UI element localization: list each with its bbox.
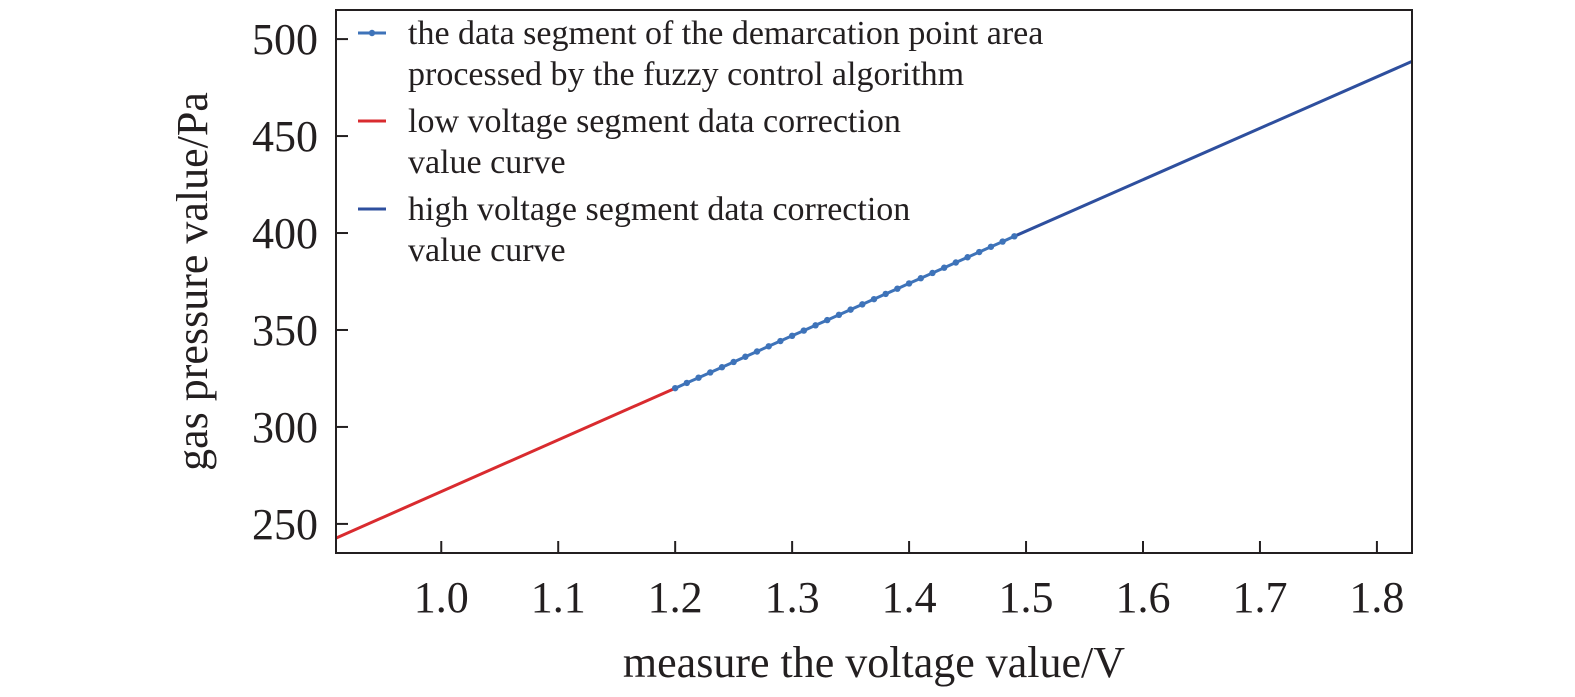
x-tick-label: 1.2	[648, 573, 703, 622]
data-point	[683, 379, 691, 387]
legend-label: high voltage segment data correction	[408, 191, 910, 228]
plot-frame	[335, 9, 1413, 554]
legend-label: value curve	[408, 144, 566, 181]
x-tick-label: 1.5	[999, 573, 1054, 622]
y-tick-label: 350	[252, 306, 318, 355]
legend-label: processed by the fuzzy control algorithm	[408, 56, 964, 93]
series-line	[335, 386, 676, 540]
legend-label: low voltage segment data correction	[408, 103, 901, 140]
data-point	[882, 290, 889, 298]
data-point	[976, 248, 983, 256]
legend-marker	[368, 29, 376, 37]
data-point	[952, 259, 960, 266]
x-tick-label: 1.0	[414, 573, 469, 622]
legend-label: value curve	[408, 232, 566, 269]
data-point	[835, 311, 843, 319]
y-tick-label: 250	[252, 500, 318, 549]
data-point	[1011, 233, 1018, 240]
data-point	[859, 301, 866, 308]
data-point	[812, 322, 819, 329]
x-tick-label: 1.7	[1232, 573, 1287, 622]
series-line	[674, 234, 1015, 390]
y-axis-label: gas pressure value/Pa	[168, 92, 217, 471]
data-point	[765, 343, 772, 350]
data-point	[870, 295, 878, 303]
data-point	[824, 316, 831, 324]
data-point	[753, 348, 761, 355]
y-tick-label: 450	[252, 112, 318, 161]
data-point	[742, 353, 749, 360]
y-tick-label: 500	[252, 15, 318, 64]
data-point	[718, 364, 726, 371]
data-point	[905, 280, 913, 287]
data-point	[929, 269, 936, 277]
data-point	[987, 243, 995, 250]
legend: the data segment of the demarcation poin…	[358, 15, 1043, 269]
x-tick-label: 1.4	[882, 573, 937, 622]
x-axis-label: measure the voltage value/V	[623, 638, 1125, 687]
data-point	[707, 369, 714, 376]
x-tick-label: 1.3	[765, 573, 820, 622]
series-line	[1013, 60, 1413, 238]
data-point	[777, 337, 784, 345]
data-point	[847, 306, 854, 313]
data-point	[964, 254, 971, 261]
data-point	[999, 238, 1006, 245]
data-point	[788, 332, 796, 339]
data-point	[671, 384, 679, 392]
x-tick-label: 1.1	[531, 573, 586, 622]
legend-label: the data segment of the demarcation poin…	[408, 15, 1043, 52]
data-point	[800, 327, 808, 334]
y-tick-label: 300	[252, 403, 318, 452]
x-tick-label: 1.6	[1116, 573, 1171, 622]
x-tick-label: 1.8	[1349, 573, 1404, 622]
data-point	[695, 374, 702, 381]
data-point	[940, 264, 948, 271]
plot-area	[335, 60, 1413, 540]
y-tick-label: 400	[252, 209, 318, 258]
data-point	[730, 358, 737, 366]
axis-ticks: 1.0 1.1 1.2 1.3 1.4 1.5 1.6 1.7 1.8 250 300 350 400 4…	[252, 15, 1404, 622]
data-point	[917, 275, 924, 282]
data-point	[894, 285, 901, 292]
